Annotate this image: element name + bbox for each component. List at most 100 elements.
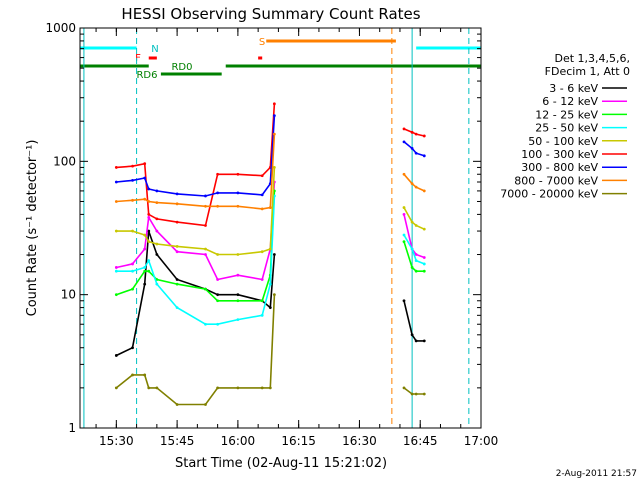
- data-point: [272, 253, 276, 256]
- data-point: [175, 306, 179, 309]
- data-point: [414, 259, 418, 263]
- data-point: [143, 233, 147, 237]
- data-point: [204, 322, 207, 326]
- data-point: [143, 176, 147, 180]
- data-point: [402, 172, 406, 176]
- data-point: [147, 259, 151, 263]
- series-line-50-100keV: [116, 167, 276, 256]
- data-point: [414, 392, 418, 396]
- data-point: [410, 130, 414, 134]
- data-point: [414, 253, 418, 256]
- data-point: [422, 392, 426, 396]
- data-point: [272, 293, 276, 297]
- data-point: [216, 322, 220, 326]
- data-point: [422, 154, 426, 158]
- data-point: [260, 386, 264, 390]
- series-line-6-12keV: [116, 181, 276, 281]
- legend-label: 100 - 300 keV: [521, 148, 598, 161]
- series-line-25-50keV: [403, 234, 425, 265]
- legend-label: 300 - 800 keV: [521, 161, 598, 174]
- data-point: [155, 229, 159, 233]
- data-point: [216, 278, 220, 281]
- data-point: [175, 403, 179, 406]
- data-point: [272, 102, 276, 106]
- axes: 1 10 100 1000 15:30 15:45 16:00 16:15 16:30 16:45…: [45, 21, 498, 448]
- data-point: [422, 256, 426, 259]
- data-point: [236, 273, 240, 277]
- series-line-50-100keV: [403, 207, 425, 230]
- data-point: [175, 245, 179, 248]
- data-point: [410, 220, 414, 224]
- legend-header-line: FDecim 1, Att 0: [545, 65, 630, 78]
- data-point: [272, 114, 276, 118]
- data-point: [272, 132, 276, 136]
- data-point: [175, 192, 179, 196]
- plot-area: NF RD6 RD0 S: [80, 28, 481, 428]
- data-point: [216, 172, 220, 176]
- data-point: [114, 293, 118, 297]
- data-point: [147, 229, 151, 233]
- y-tick-label: 1000: [45, 21, 76, 35]
- flag-label-n: N: [151, 44, 158, 55]
- data-point: [402, 127, 406, 131]
- data-point: [422, 189, 426, 193]
- y-axis-label: Count Rate (s⁻¹ detector⁻¹): [25, 140, 40, 317]
- data-point: [175, 202, 179, 206]
- data-point: [260, 207, 264, 211]
- data-point: [155, 217, 159, 221]
- data-point: [260, 250, 264, 254]
- data-point: [236, 318, 240, 322]
- data-point: [414, 185, 418, 189]
- data-point: [131, 178, 134, 182]
- x-tick-label: 16:15: [281, 434, 316, 448]
- y-tick-label: 1: [68, 421, 76, 435]
- data-point: [147, 240, 151, 244]
- data-point: [147, 215, 151, 219]
- data-point: [155, 189, 159, 193]
- flag-label-rd6: RD6: [136, 70, 157, 81]
- x-tick-label: 15:45: [160, 434, 195, 448]
- data-point: [236, 299, 240, 303]
- data-point: [268, 386, 272, 390]
- data-point: [114, 386, 118, 390]
- data-point: [402, 233, 406, 237]
- data-point: [143, 197, 147, 201]
- data-point: [236, 293, 240, 297]
- series-line-300-800keV: [116, 115, 276, 197]
- data-point: [236, 172, 240, 176]
- data-point: [236, 253, 240, 256]
- data-point: [414, 224, 418, 227]
- data-point: [204, 204, 207, 208]
- series-line-6-12keV: [403, 214, 425, 259]
- data-point: [143, 269, 147, 273]
- data-point: [204, 247, 207, 251]
- legend-label: 6 - 12 keV: [542, 95, 598, 108]
- flag-label-s: S: [259, 37, 265, 48]
- data-point: [131, 164, 134, 168]
- y-tick-label: 100: [53, 154, 76, 168]
- data-point: [131, 287, 134, 291]
- series-line-25-50keV: [116, 195, 276, 326]
- data-point: [216, 191, 220, 195]
- data-point: [155, 242, 159, 246]
- data-point: [204, 224, 207, 227]
- data-point: [204, 194, 207, 198]
- x-tick-label: 16:45: [403, 434, 438, 448]
- data-point: [402, 299, 406, 303]
- data-point: [414, 339, 418, 343]
- legend-label: 12 - 25 keV: [535, 108, 598, 121]
- data-point: [147, 212, 151, 216]
- y-tick-label: 10: [61, 288, 76, 302]
- series-line-12-25keV: [116, 190, 276, 302]
- data-point: [260, 278, 264, 281]
- data-point: [410, 333, 414, 337]
- data-point: [143, 282, 147, 286]
- legend-label: 800 - 7000 keV: [514, 174, 598, 187]
- data-point: [143, 266, 147, 269]
- data-point: [402, 240, 406, 244]
- data-point: [236, 386, 240, 390]
- legend: Det 1,3,4,5,6,FDecim 1, Att 0 3 - 6 keV6 …: [500, 52, 630, 201]
- data-point: [143, 373, 147, 377]
- x-tick-label: 17:00: [464, 434, 499, 448]
